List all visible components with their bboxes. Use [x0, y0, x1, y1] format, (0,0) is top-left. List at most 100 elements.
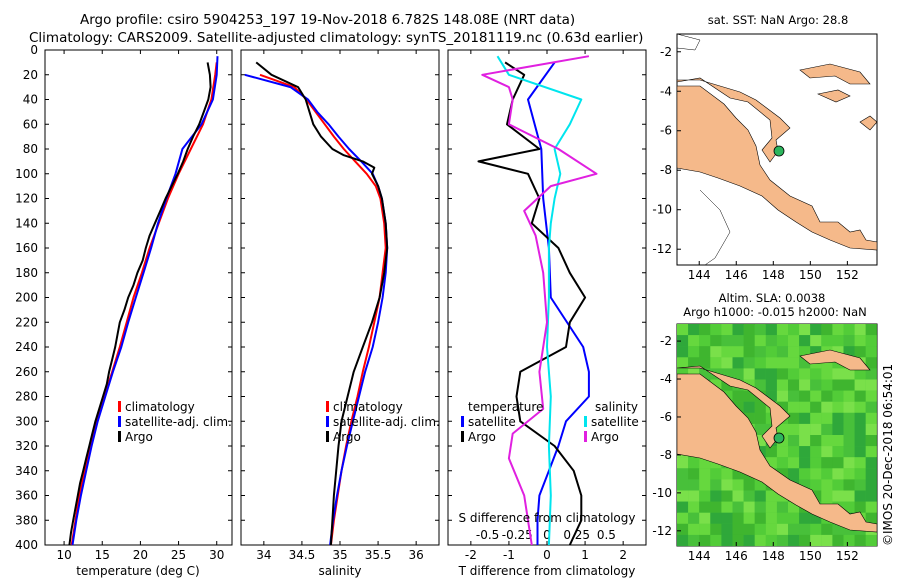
sla-cell [832, 534, 844, 547]
sla-cell [865, 479, 877, 491]
sla-cell [765, 457, 777, 469]
sla-cell [854, 457, 866, 469]
sla-cell [799, 390, 811, 402]
sla-cell [776, 346, 789, 358]
sla-cell [699, 457, 711, 469]
sla-cell [776, 423, 789, 436]
sla-cell [865, 401, 877, 413]
difference-series [477, 55, 598, 546]
sla-cell [810, 346, 822, 358]
argo-float-marker [773, 432, 785, 444]
x-tick-label: 34 [256, 548, 271, 562]
sla-cell [843, 534, 855, 547]
sla-cell [788, 401, 800, 413]
depth-tick-label: 260 [15, 365, 38, 379]
sla-cell [843, 457, 855, 469]
depth-tick-label: 40 [23, 93, 38, 107]
sla-cell [688, 501, 700, 513]
sla-cell [843, 324, 855, 336]
sla-cell [821, 401, 833, 413]
sla-cell [799, 534, 811, 547]
sla-cell [743, 346, 755, 358]
sla-cell [721, 501, 733, 513]
depth-tick-label: 320 [15, 439, 38, 453]
sla-cell [788, 346, 800, 358]
sla-cell [865, 390, 877, 402]
plot-title-line1: Argo profile: csiro 5904253_197 19-Nov-2… [80, 12, 575, 28]
sla-cell [765, 357, 777, 369]
sla-cell [865, 534, 877, 547]
sla-cell [854, 468, 866, 480]
sla-cell [688, 346, 700, 358]
sla-cell [865, 490, 877, 502]
sla-cell [854, 534, 866, 547]
sla-cell [732, 523, 744, 535]
sla-cell [677, 468, 689, 480]
series-line-temperature-satellite [527, 61, 590, 545]
sla-cell [832, 446, 844, 458]
sla-cell [721, 479, 733, 491]
sla-cell [821, 412, 833, 424]
sla-cell [699, 534, 711, 547]
legend-swatch-salinity-satellite [584, 416, 587, 427]
sla-cell [754, 324, 766, 336]
sla-cell [854, 435, 866, 447]
sla-cell [799, 368, 811, 380]
x-tick-label: 36 [409, 548, 424, 562]
sla-cell [810, 534, 822, 547]
depth-tick-label: 0 [30, 43, 38, 57]
sla-cell [754, 423, 766, 436]
sla-cell [832, 368, 844, 380]
sla-cell [810, 479, 822, 491]
sla-cell [677, 457, 689, 469]
sla-cell [799, 523, 811, 535]
lat-tick-label: -12 [652, 242, 672, 256]
sla-cell [754, 357, 766, 369]
depth-tick-label: 180 [15, 266, 38, 280]
sla-cell [710, 357, 722, 369]
legend-swatch-argo [118, 431, 121, 442]
sla-cell [854, 401, 866, 413]
s-tick-label: 0.25 [563, 528, 590, 542]
sla-cell [743, 534, 755, 547]
sla-cell [743, 412, 755, 424]
sla-cell [799, 324, 811, 336]
sla-cell [743, 368, 755, 380]
sla-cell [832, 412, 844, 424]
depth-tick-label: 80 [23, 142, 38, 156]
temperature-panel: 0204060801001201401601802002202402602803… [15, 43, 646, 578]
sla-cell [743, 512, 755, 524]
depth-tick-label: 100 [15, 167, 38, 181]
sla-cell [865, 346, 877, 358]
depth-tick-label: 280 [15, 390, 38, 404]
png-mainland-south [676, 85, 878, 251]
sla-cell [776, 390, 789, 402]
sla-cell [799, 357, 811, 369]
sla-cell [865, 412, 877, 424]
sla-cell [799, 446, 811, 458]
sla-cell [854, 368, 866, 380]
sla-cell [677, 324, 689, 336]
sla-cell [843, 435, 855, 447]
sla-cell [821, 523, 833, 535]
x-tick-label: -1 [503, 548, 515, 562]
sla-cell [710, 468, 722, 480]
s-tick-label: 0 [543, 528, 551, 542]
sla-cell [688, 523, 700, 535]
sla-cell [776, 512, 789, 524]
sla-cell [843, 401, 855, 413]
sla-cell [832, 324, 844, 336]
lat-tick-label: -4 [660, 84, 672, 98]
lon-tick-label: 148 [762, 549, 785, 563]
sla-cell [732, 490, 744, 502]
series-line-salinity-argo [481, 55, 598, 546]
sla-cell [677, 357, 689, 369]
sla-cell [821, 490, 833, 502]
sla-cell [821, 457, 833, 469]
sla-cell [821, 335, 833, 347]
sla-cell [776, 357, 789, 369]
sla-cell [843, 368, 855, 380]
sla-cell [832, 379, 844, 391]
legend-temperature-argo: Argo [468, 430, 496, 444]
legend-argo: Argo [333, 430, 361, 444]
